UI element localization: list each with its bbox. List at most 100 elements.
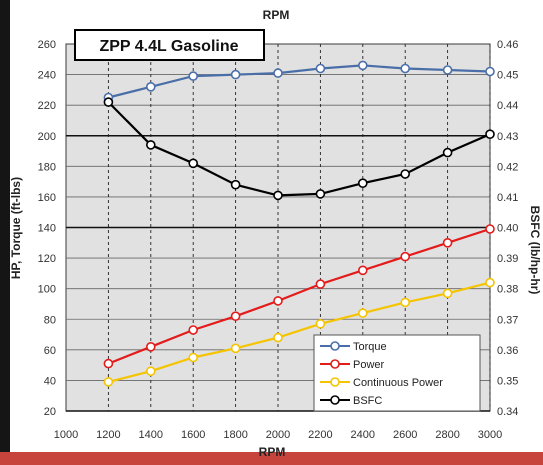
legend-box	[313, 334, 481, 412]
series-layer	[103, 60, 495, 387]
data-point-torque	[188, 71, 198, 81]
y-tick-label: 160	[38, 192, 56, 204]
data-point-power	[273, 296, 283, 306]
y2-tick-label: 0.39	[497, 253, 518, 265]
y-tick-label: 40	[44, 375, 56, 387]
data-point-continuous-power	[442, 288, 453, 299]
y2-tick-label: 0.41	[497, 192, 518, 204]
title-box	[74, 29, 265, 61]
y2-tick-label: 0.38	[497, 284, 518, 296]
y2-tick-label: 0.43	[497, 131, 518, 143]
x-tick-label: 1000	[54, 429, 78, 441]
data-point-continuous-power	[188, 352, 198, 363]
x-tick-label: 3000	[478, 429, 502, 441]
x-tick-label: 2600	[393, 429, 417, 441]
legend-label-continuous-power: Continuous Power	[353, 377, 443, 389]
data-point-power	[188, 325, 198, 335]
data-point-torque	[357, 60, 368, 71]
x-tick-label: 2200	[308, 429, 332, 441]
series-line-torque	[108, 64, 491, 99]
y2-tick-label: 0.35	[497, 375, 518, 387]
y-axis-label: HP, Torque (ft-lbs)	[9, 177, 23, 279]
y-tick-label: 240	[38, 70, 56, 82]
tick-labels: 260 0.46 240 0.45 220 0.44 200 0.43 180 0.42 160 0.…	[38, 39, 519, 441]
x-tick-label: 1800	[223, 429, 247, 441]
y-tick-label: 20	[44, 406, 56, 418]
data-point-bsfc	[188, 158, 198, 169]
top-axis-label: RPM	[263, 8, 290, 22]
series-line-bsfc	[107, 101, 491, 197]
y-tick-label: 260	[38, 39, 56, 51]
y2-tick-label: 0.44	[497, 100, 518, 112]
data-point-continuous-power	[146, 366, 156, 377]
y-tick-label: 220	[38, 100, 56, 112]
x-tick-label: 2800	[435, 429, 459, 441]
data-point-power	[146, 341, 156, 352]
data-point-continuous-power	[357, 308, 368, 318]
legend: Torque Power Continuous Power BSFC	[313, 334, 481, 412]
data-point-continuous-power	[230, 343, 241, 354]
x-tick-label: 1600	[181, 429, 205, 441]
y2-axis-label: BSFC (lb/hp-hr)	[528, 206, 542, 295]
data-point-torque	[485, 66, 495, 77]
data-point-power	[442, 238, 453, 248]
x-tick-label: 1200	[96, 429, 120, 441]
data-point-continuous-power	[400, 297, 411, 308]
y-tick-label: 180	[38, 161, 56, 173]
data-point-torque	[230, 69, 241, 80]
data-point-torque	[273, 68, 283, 78]
x-tick-label: 2400	[351, 429, 375, 441]
data-point-bsfc	[103, 97, 114, 107]
y-tick-label: 120	[38, 253, 56, 265]
chart-title: ZPP 4.4L Gasoline	[99, 38, 238, 55]
x-axis-label: RPM	[259, 445, 286, 459]
y-tick-label: 60	[44, 345, 56, 357]
data-point-power	[315, 279, 326, 289]
y-tick-label: 100	[38, 284, 56, 296]
y-tick-label: 200	[38, 131, 56, 143]
x-tick-label: 1400	[139, 429, 163, 441]
x-tick-label: 2000	[266, 429, 290, 441]
data-point-bsfc	[442, 147, 453, 158]
y-tick-label: 140	[38, 223, 56, 235]
y2-tick-label: 0.36	[497, 345, 518, 357]
y2-tick-label: 0.42	[497, 161, 518, 173]
legend-key-marker	[330, 359, 340, 369]
data-point-bsfc	[400, 169, 411, 179]
y2-tick-label: 0.45	[497, 70, 518, 82]
series-line-power	[107, 227, 491, 365]
data-point-bsfc	[485, 129, 495, 139]
data-point-bsfc	[146, 140, 156, 150]
data-point-power	[400, 251, 411, 262]
data-point-torque	[315, 63, 326, 74]
data-point-continuous-power	[315, 318, 326, 329]
data-point-power	[357, 265, 368, 276]
y2-tick-label: 0.40	[497, 223, 518, 235]
series-line-continuous-power	[108, 281, 491, 383]
data-point-bsfc	[315, 189, 326, 199]
y2-tick-label: 0.37	[497, 314, 518, 326]
data-point-bsfc	[273, 190, 283, 201]
legend-key-marker	[330, 377, 340, 387]
data-point-bsfc	[357, 178, 368, 188]
data-point-power	[103, 358, 114, 369]
legend-label-bsfc: BSFC	[353, 395, 382, 407]
y2-tick-label: 0.34	[497, 406, 518, 418]
data-point-power	[230, 311, 241, 322]
data-point-torque	[442, 65, 453, 75]
y2-tick-label: 0.46	[497, 39, 518, 51]
data-point-continuous-power	[103, 377, 114, 387]
data-point-continuous-power	[273, 332, 283, 343]
y-tick-label: 80	[44, 314, 56, 326]
legend-key-marker	[330, 395, 340, 405]
window-edge	[0, 0, 10, 465]
data-point-power	[485, 224, 495, 234]
data-point-continuous-power	[485, 277, 495, 288]
legend-label-power: Power	[353, 359, 385, 371]
data-point-bsfc	[230, 179, 241, 190]
data-point-torque	[146, 82, 156, 92]
data-point-torque	[400, 63, 411, 74]
legend-key-marker	[330, 341, 340, 351]
